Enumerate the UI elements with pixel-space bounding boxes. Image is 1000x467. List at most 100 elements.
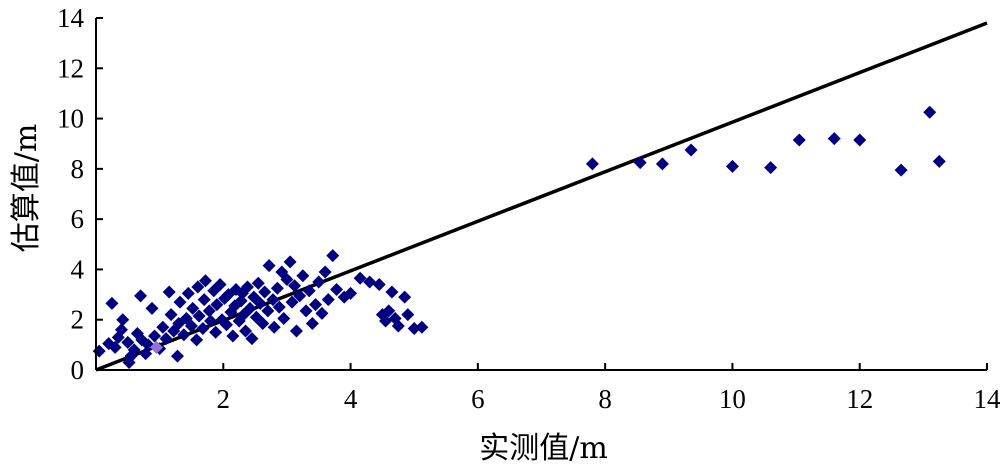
data-point — [312, 275, 326, 289]
data-point — [415, 320, 429, 334]
data-point — [923, 105, 937, 119]
data-point — [318, 265, 332, 279]
data-point — [186, 301, 200, 315]
data-point — [270, 281, 284, 295]
data-point — [764, 161, 778, 175]
y-tick-label: 4 — [71, 254, 85, 284]
data-point — [382, 304, 396, 318]
data-point — [204, 314, 218, 328]
data-point — [108, 340, 122, 354]
data-point — [162, 285, 176, 299]
data-point — [191, 280, 205, 294]
data-point — [277, 311, 291, 325]
data-point — [177, 328, 191, 342]
data-point — [827, 132, 841, 146]
y-axis-title: 估算值/m — [9, 124, 44, 253]
data-point — [245, 332, 259, 346]
data-point — [202, 304, 216, 318]
data-point — [353, 271, 367, 285]
data-point — [655, 157, 669, 171]
data-point — [391, 319, 405, 333]
data-point — [114, 323, 128, 337]
data-point — [932, 154, 946, 168]
data-point — [156, 320, 170, 334]
data-point — [243, 301, 257, 315]
data-point — [398, 290, 412, 304]
x-tick-label: 6 — [471, 384, 485, 414]
data-point — [280, 272, 294, 286]
data-point — [330, 283, 344, 297]
data-point — [145, 301, 159, 315]
data-point — [148, 329, 162, 343]
data-point — [239, 324, 253, 338]
y-tick-label: 0 — [71, 355, 85, 385]
data-point — [256, 316, 270, 330]
y-tick-label: 6 — [71, 204, 85, 234]
data-point — [226, 329, 240, 343]
data-point — [134, 289, 148, 303]
data-points — [92, 105, 946, 369]
x-axis-title: 实测值/m — [479, 431, 608, 466]
y-tick-label: 8 — [71, 154, 85, 184]
y-tick-label: 14 — [57, 3, 85, 33]
data-point — [121, 335, 135, 349]
data-point — [894, 163, 908, 177]
data-point — [363, 275, 377, 289]
data-point — [684, 143, 698, 157]
data-point — [210, 298, 224, 312]
axes — [95, 18, 987, 371]
data-point — [385, 285, 399, 299]
data-point — [283, 255, 297, 269]
data-point — [190, 333, 204, 347]
data-point — [288, 279, 302, 293]
data-point — [379, 314, 393, 328]
x-tick-label: 12 — [846, 384, 873, 414]
data-point — [209, 325, 223, 339]
data-point — [853, 133, 867, 147]
data-point — [267, 320, 281, 334]
x-tick-label: 10 — [719, 384, 746, 414]
data-point — [213, 278, 227, 292]
data-point — [293, 289, 307, 303]
data-point — [633, 156, 647, 170]
data-point — [159, 332, 173, 346]
data-point — [164, 308, 178, 322]
x-tick-label: 8 — [598, 384, 612, 414]
data-point — [585, 157, 599, 171]
data-point — [272, 300, 286, 314]
data-point — [105, 296, 119, 310]
y-tick-label: 2 — [71, 305, 85, 335]
ticks: 0 2 4 6 8 10 12 14 2 4 6 8 10 12 14 — [57, 3, 1000, 414]
data-point — [173, 295, 187, 309]
data-point — [197, 293, 211, 307]
data-point — [296, 269, 310, 283]
data-point — [116, 313, 130, 327]
data-point — [326, 249, 340, 263]
data-point — [372, 278, 386, 292]
x-tick-label: 2 — [217, 384, 231, 414]
data-point — [240, 280, 254, 294]
data-point — [170, 349, 184, 363]
data-point — [262, 259, 276, 273]
data-point — [309, 298, 323, 312]
x-tick-label: 14 — [974, 384, 1000, 414]
data-point — [196, 322, 210, 336]
data-point — [127, 343, 141, 357]
data-point — [184, 319, 198, 333]
data-point — [299, 304, 313, 318]
data-point — [285, 295, 299, 309]
data-point — [253, 296, 267, 310]
data-point — [251, 276, 265, 290]
data-point — [344, 286, 358, 300]
data-point — [289, 324, 303, 338]
data-point — [792, 133, 806, 147]
data-point — [302, 284, 316, 298]
data-point — [725, 159, 739, 173]
y-tick-label: 12 — [57, 53, 84, 83]
data-point — [315, 306, 329, 320]
data-point — [181, 286, 195, 300]
data-point — [198, 274, 212, 288]
data-point — [92, 344, 106, 358]
data-point — [219, 318, 233, 332]
